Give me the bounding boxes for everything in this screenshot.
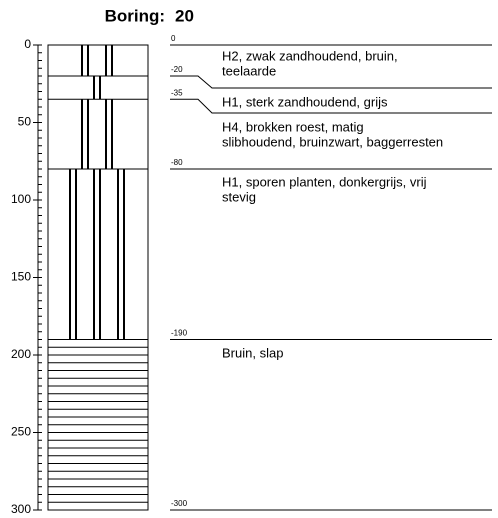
boundary-label: -190 bbox=[171, 329, 188, 338]
header-id: 20 bbox=[175, 6, 194, 25]
tick-label: 50 bbox=[18, 115, 32, 129]
layer-description: H2, zwak zandhoudend, bruin, bbox=[222, 48, 398, 63]
tick-label: 250 bbox=[11, 425, 31, 439]
tick-label: 0 bbox=[24, 37, 31, 51]
layer-description: stevig bbox=[222, 189, 256, 204]
tick-label: 100 bbox=[11, 192, 31, 206]
layer-description: H1, sterk zandhoudend, grijs bbox=[222, 94, 388, 109]
header-label: Boring: bbox=[105, 6, 165, 25]
boundary-line bbox=[170, 75, 492, 89]
tick-label: 150 bbox=[11, 270, 31, 284]
boundary-label: -35 bbox=[171, 88, 183, 97]
boundary-line bbox=[170, 98, 492, 114]
boundary-label: -20 bbox=[171, 65, 183, 74]
boundary-label: -80 bbox=[171, 158, 183, 167]
tick-label: 200 bbox=[11, 347, 31, 361]
layer-description: slibhoudend, bruinzwart, baggerresten bbox=[222, 134, 443, 149]
boundary-label: -300 bbox=[171, 499, 188, 508]
layer-description: H1, sporen planten, donkergrijs, vrij bbox=[222, 174, 427, 189]
layer-description: H4, brokken roest, matig bbox=[222, 119, 364, 134]
layer-description: Bruin, slap bbox=[222, 345, 283, 360]
layer-description: teelaarde bbox=[222, 63, 276, 78]
boundary-label: 0 bbox=[171, 34, 176, 43]
tick-label: 300 bbox=[11, 502, 31, 516]
